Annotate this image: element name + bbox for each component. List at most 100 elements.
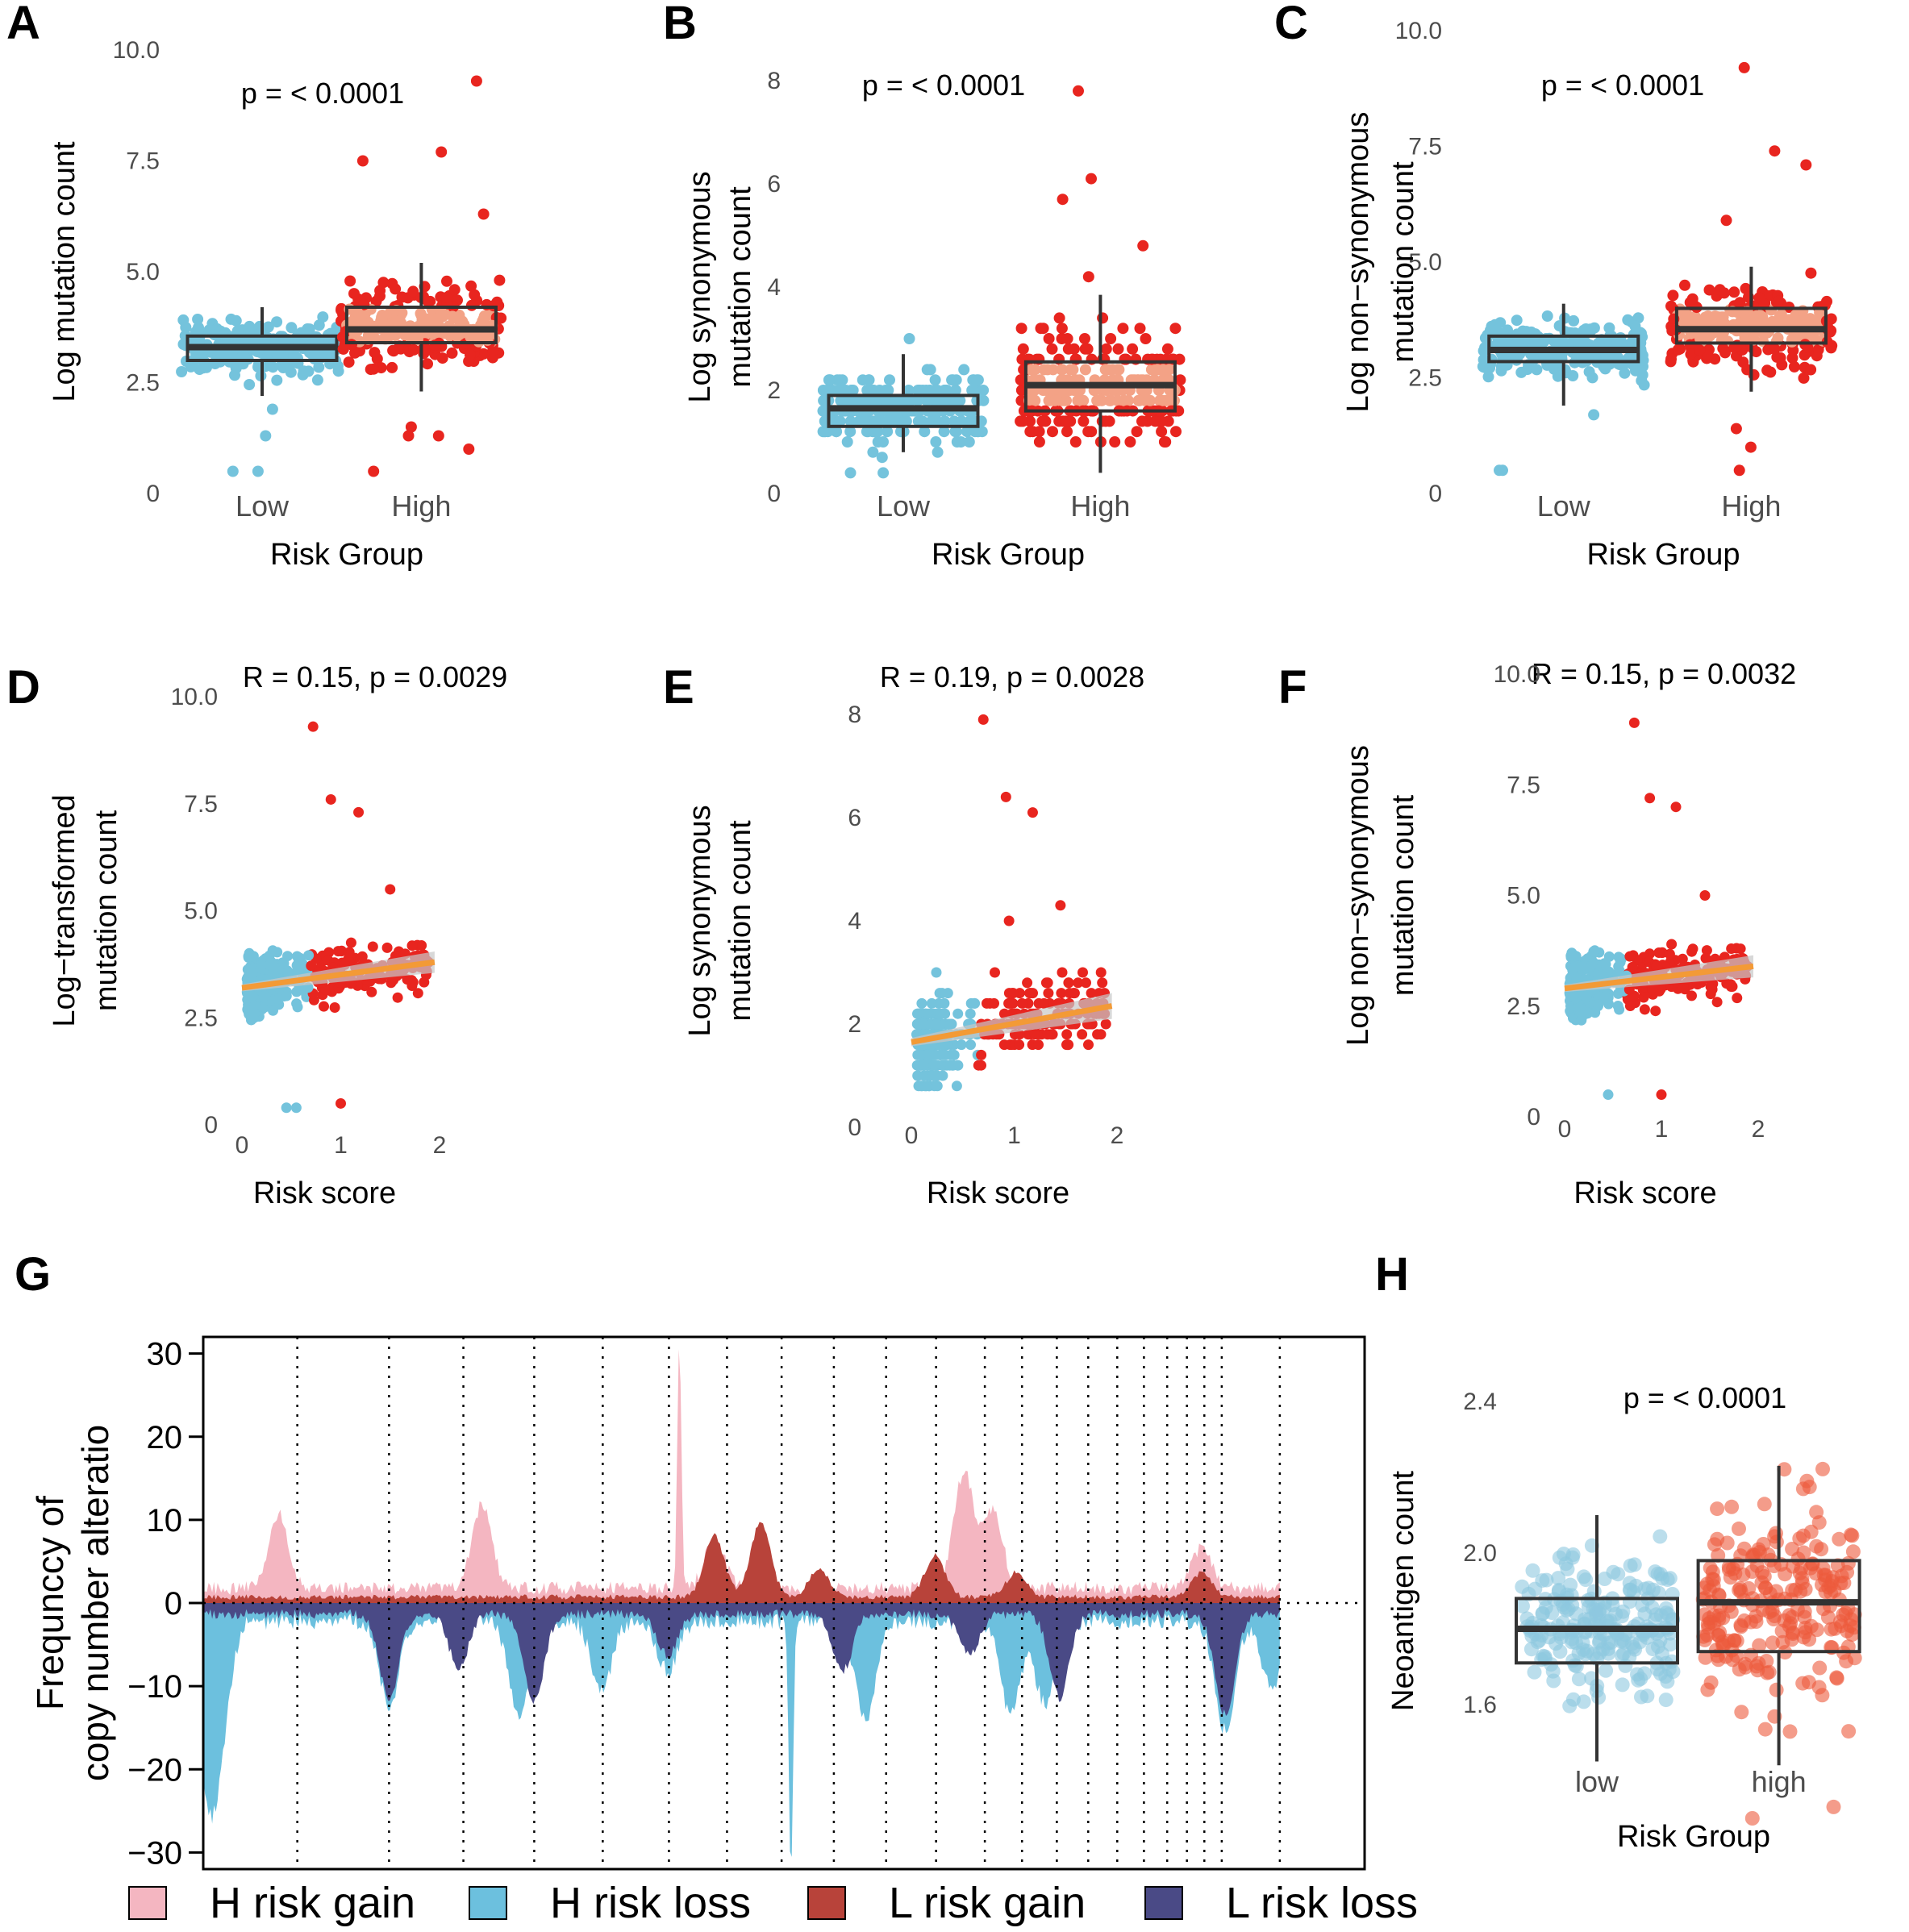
data-point [1667, 289, 1679, 302]
panel-b-synonymous-box: Bp = < 0.0001 0 2 4 6 8 Log synonymous mutation… [663, 0, 1186, 572]
data-point [1489, 319, 1501, 331]
outlier-point [1670, 802, 1682, 813]
data-point [1149, 415, 1161, 427]
data-point [951, 1081, 962, 1092]
data-point [1551, 1571, 1566, 1586]
data-point [1726, 943, 1737, 954]
y-tick-label: 2.4 [1463, 1389, 1497, 1415]
data-point [1017, 343, 1029, 355]
data-point [1100, 1018, 1111, 1030]
y-tick-label: 4 [767, 274, 781, 301]
data-point [1703, 284, 1715, 296]
data-point [1069, 988, 1080, 999]
data-point [392, 992, 403, 1003]
x-axis-label: Risk score [927, 1176, 1069, 1210]
data-point [869, 394, 881, 406]
data-point [920, 394, 932, 406]
data-point [927, 1070, 938, 1081]
y-tick-label: −30 [127, 1835, 182, 1871]
data-point [1124, 436, 1136, 448]
box-high [1696, 1559, 1861, 1654]
data-point [407, 285, 419, 298]
y-tick-label: 1.6 [1463, 1692, 1497, 1718]
data-point [1615, 1604, 1631, 1619]
data-point [933, 997, 944, 1009]
data-point [404, 331, 416, 343]
outlier-point [1082, 271, 1094, 283]
data-point [1705, 989, 1716, 1000]
data-point [1117, 323, 1129, 335]
data-point [1836, 1576, 1852, 1591]
outlier-point [1588, 409, 1600, 421]
data-point [1598, 1663, 1614, 1678]
data-point [1769, 1534, 1784, 1550]
data-point [1591, 1690, 1607, 1705]
x-tick-label: 0 [1558, 1116, 1572, 1143]
legend-label: L risk loss [1226, 1879, 1418, 1927]
outlier-point [1800, 159, 1812, 171]
data-point [1593, 337, 1605, 349]
data-point [1552, 1550, 1567, 1565]
y-tick-label: 10 [147, 1503, 183, 1539]
data-point [1061, 426, 1073, 438]
outlier-point [1826, 1799, 1841, 1814]
data-point [1702, 349, 1714, 361]
data-point [913, 1018, 923, 1030]
data-point [1680, 312, 1691, 324]
data-point [1719, 347, 1731, 359]
data-point [1036, 415, 1048, 427]
data-point [1685, 348, 1697, 360]
data-point [1127, 343, 1139, 355]
y-tick-label: −10 [127, 1669, 182, 1705]
regression-line [241, 959, 436, 991]
data-point [229, 369, 240, 381]
outlier-point [1497, 464, 1508, 477]
data-point [1062, 1039, 1073, 1051]
legend-label: H risk gain [210, 1879, 415, 1927]
data-point [990, 967, 1000, 978]
legend-swatch [128, 1886, 167, 1920]
data-point [375, 314, 387, 327]
data-point [1752, 1638, 1767, 1653]
data-point [1551, 1584, 1566, 1599]
data-point [1845, 1544, 1861, 1559]
outlier-point [402, 430, 415, 442]
data-point [292, 1001, 303, 1013]
outlier-point [1137, 239, 1149, 252]
data-point [1169, 323, 1182, 335]
data-point [1095, 1029, 1107, 1040]
data-point [343, 356, 355, 368]
data-point [1157, 364, 1169, 376]
data-point [1595, 1642, 1611, 1657]
data-point [1757, 1722, 1773, 1737]
data-point [982, 997, 992, 1009]
y-tick-label: 5.0 [126, 259, 160, 285]
data-point [1077, 967, 1088, 978]
data-point [1754, 1565, 1769, 1580]
data-point [977, 385, 990, 396]
data-point [1692, 314, 1704, 327]
data-point [942, 988, 953, 999]
data-point [896, 394, 908, 406]
data-point [1494, 335, 1507, 348]
data-point [1703, 1675, 1719, 1690]
data-point [1724, 1499, 1740, 1514]
data-point [1627, 337, 1639, 349]
data-point [1035, 323, 1047, 335]
data-point [1712, 1625, 1728, 1640]
cnv-series-l-risk-loss [203, 1603, 1280, 1716]
data-point [344, 275, 356, 287]
data-point [1757, 1497, 1772, 1512]
data-point [339, 339, 351, 351]
data-point [464, 348, 476, 360]
data-point [1710, 1531, 1725, 1547]
data-point [281, 990, 292, 1001]
data-point [1812, 1660, 1828, 1676]
data-point [1728, 286, 1740, 298]
data-point [969, 997, 980, 1009]
correlation-label: R = 0.15, p = 0.0029 [243, 660, 507, 693]
data-point [1624, 951, 1636, 962]
data-point [976, 1049, 987, 1060]
data-point [1702, 1611, 1717, 1626]
data-point [1007, 988, 1019, 999]
